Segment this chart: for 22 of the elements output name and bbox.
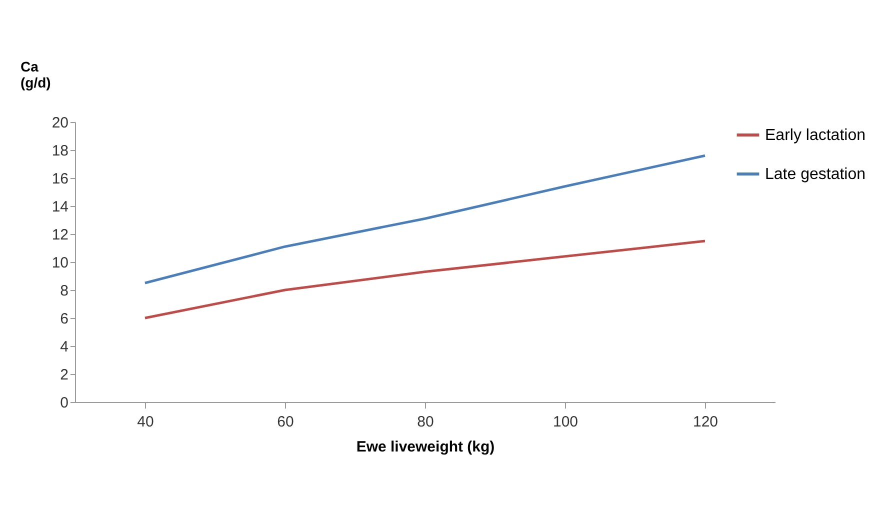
- y-axis-title: Ca (g/d): [20, 58, 51, 90]
- x-tick-label: 60: [277, 414, 294, 430]
- y-tick-label: 4: [60, 338, 68, 356]
- y-tick-label: 8: [60, 282, 68, 300]
- y-tick-label: 10: [52, 254, 68, 272]
- legend-label: Early lactation: [765, 127, 866, 144]
- y-tick-label: 0: [60, 394, 68, 412]
- legend-label: Late gestation: [765, 166, 866, 183]
- y-tick-label: 14: [52, 198, 68, 216]
- line-series: [144, 240, 706, 320]
- y-tick-label: 2: [60, 366, 68, 384]
- y-tick-label: 16: [52, 170, 68, 188]
- y-tick-label: 20: [52, 114, 68, 132]
- x-tick-label: 80: [417, 414, 434, 430]
- x-tick-label: 100: [552, 414, 578, 430]
- y-tick-label: 12: [52, 226, 68, 244]
- y-tick-label: 6: [60, 310, 68, 328]
- y-tick-label: 18: [52, 142, 68, 160]
- x-tick-label: 120: [692, 414, 718, 430]
- x-axis-title: Ewe liveweight (kg): [356, 438, 495, 456]
- x-tick-label: 40: [137, 414, 154, 430]
- line-series: [144, 154, 706, 284]
